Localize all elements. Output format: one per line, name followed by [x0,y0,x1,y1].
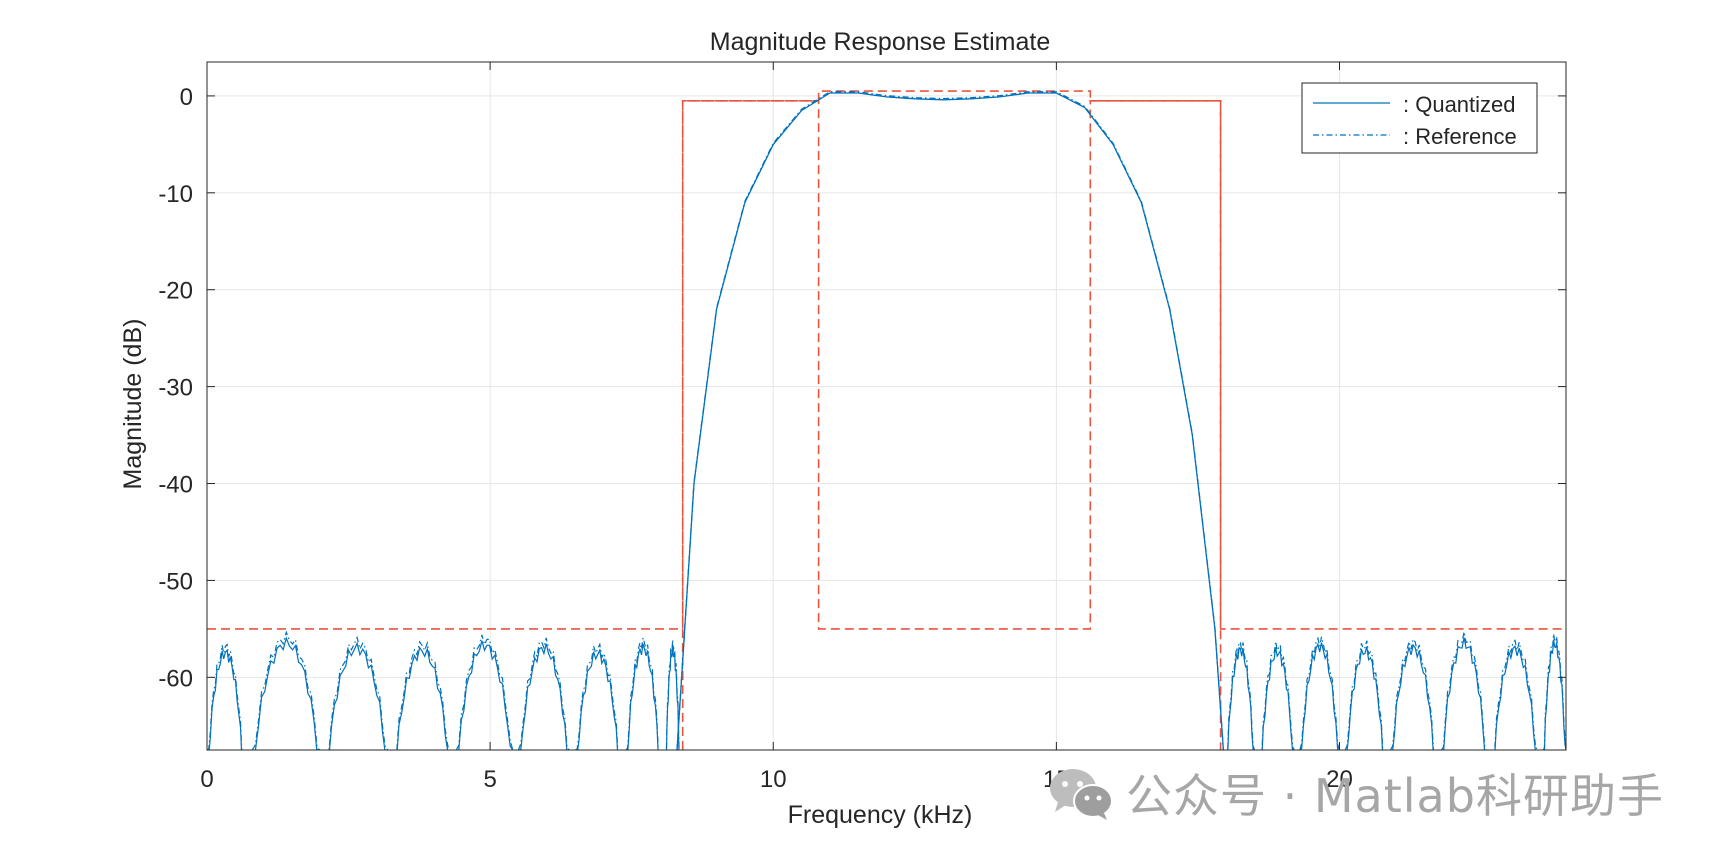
quantized-line-stopband-lobe [626,643,660,750]
wechat-icon [1050,769,1113,820]
quantized-line-stopband-lobe [1390,643,1436,750]
quantized-line-stopband-lobe [1345,646,1385,750]
quantized-line-passband [676,92,1225,750]
x-axis-label: Frequency (kHz) [788,801,973,829]
quantized-line-stopband-lobe [207,648,244,750]
y-tick-label: -10 [158,181,193,208]
reference-line-stopband-lobe [207,643,244,750]
y-tick-label: 0 [180,84,193,111]
legend-label-quantized: : Quantized [1403,92,1516,117]
quantized-line-stopband-lobe [456,640,514,750]
reference-line-stopband-lobe [1492,639,1539,750]
grid [206,62,1566,750]
x-tick-label: 10 [760,766,787,793]
watermark-text: 公众号 · Matlab科研助手 [1126,769,1664,823]
mask-line-upper [681,90,1222,750]
quantized-line-stopband-lobe [252,636,321,750]
reference-line-stopband-lobe [455,634,514,750]
reference-line-stopband-lobe [1389,637,1436,750]
chart-title: Magnitude Response Estimate [710,28,1050,56]
y-tick-label: -30 [158,375,193,402]
y-tick-label: -20 [158,278,193,305]
legend: : Quantized : Reference [1301,82,1538,154]
spec-mask [207,90,1566,750]
reference-line-stopband-lobe [625,637,660,750]
quantized-line-stopband-lobe [575,648,621,750]
y-axis-label: Magnitude (dB) [119,319,147,490]
quantized-line-stopband-lobe [1543,639,1566,750]
reference-line-stopband-lobe [393,640,451,750]
axes-box [206,61,1567,751]
x-tick-label: 20 [1326,766,1353,793]
series-lines [207,91,1566,750]
legend-label-reference: : Reference [1403,124,1517,149]
quantized-line-stopband-lobe [1441,637,1487,750]
reference-line-stopband-lobe [325,635,389,750]
quantized-line-stopband-lobe [1260,647,1295,750]
x-tick-label: 5 [483,766,496,793]
y-tick-label: -60 [158,665,193,692]
quantized-line-stopband-lobe [1226,646,1255,750]
quantized-line-stopband-lobe [325,641,389,750]
reference-line-stopband-lobe [1440,631,1488,750]
reference-line-stopband-lobe [251,630,321,750]
quantized-line-stopband-lobe [1492,644,1538,750]
quantized-line-stopband-lobe [1299,642,1340,750]
watermark: 公众号 · Matlab科研助手 [1046,762,1664,824]
y-tick-label: -50 [158,568,193,595]
quantized-line-stopband-lobe [518,643,570,750]
reference-line-stopband-lobe [574,642,621,750]
reference-line-stopband-lobe [1299,636,1341,750]
y-tick-label: -40 [158,472,193,499]
quantized-line-stopband-lobe [393,646,451,750]
legend-box [1301,82,1538,154]
reference-line-stopband-lobe [1226,641,1256,750]
x-tick-label: 0 [200,766,213,793]
quantized-line-stopband-lobe [665,645,680,750]
